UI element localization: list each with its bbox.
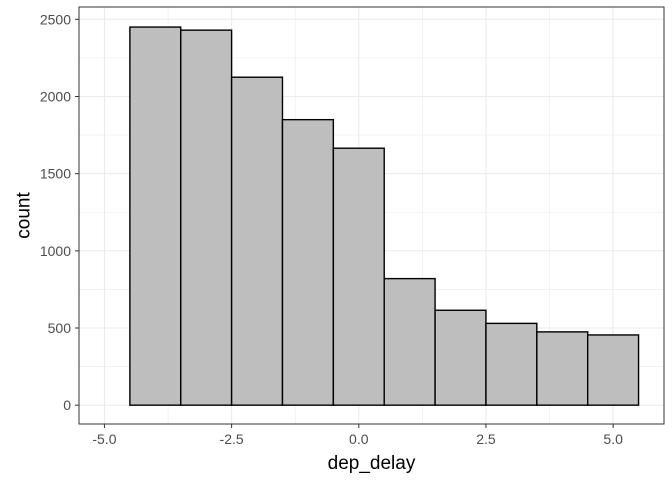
y-axis: 0 500 1000 1500 2000 2500 bbox=[40, 11, 79, 413]
x-axis: -5.0 -2.5 0.0 2.5 5.0 bbox=[92, 424, 623, 447]
histogram-bar bbox=[129, 26, 182, 406]
x-tick-label: 2.5 bbox=[476, 431, 496, 447]
x-tick-label: 5.0 bbox=[603, 431, 623, 447]
histogram-bar bbox=[536, 331, 589, 406]
x-axis-title: dep_delay bbox=[328, 453, 416, 474]
histogram-bar bbox=[485, 322, 538, 406]
y-tick-label: 1000 bbox=[40, 243, 71, 259]
histogram-bar bbox=[230, 76, 284, 406]
y-tick-label: 500 bbox=[48, 320, 72, 336]
bars-group bbox=[129, 26, 640, 406]
y-axis-title: count bbox=[14, 192, 35, 239]
histogram-bar bbox=[383, 277, 436, 406]
y-tick-label: 2000 bbox=[40, 89, 71, 105]
x-tick-label: -2.5 bbox=[220, 431, 244, 447]
histogram-bar bbox=[332, 147, 385, 406]
y-tick-label: 2500 bbox=[40, 11, 71, 27]
histogram-bar bbox=[586, 334, 640, 406]
y-tick-label: 0 bbox=[63, 397, 71, 413]
histogram-bar bbox=[434, 309, 487, 406]
x-tick-label: -5.0 bbox=[92, 431, 116, 447]
histogram-bar bbox=[281, 118, 335, 406]
x-tick-label: 0.0 bbox=[349, 431, 369, 447]
y-tick-label: 1500 bbox=[40, 166, 71, 182]
histogram-bar bbox=[180, 29, 233, 406]
panel-border bbox=[78, 6, 665, 425]
